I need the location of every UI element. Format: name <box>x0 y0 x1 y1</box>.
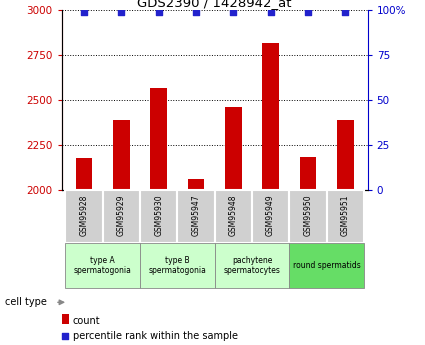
Bar <box>65 190 103 243</box>
Bar <box>140 243 215 288</box>
Text: type A
spermatogonia: type A spermatogonia <box>74 256 132 275</box>
Point <box>118 9 125 15</box>
Point <box>230 9 237 15</box>
Point <box>305 9 312 15</box>
Text: GSM95951: GSM95951 <box>341 195 350 236</box>
Bar <box>140 190 177 243</box>
Text: GSM95930: GSM95930 <box>154 195 163 236</box>
Point <box>62 334 69 339</box>
Bar <box>65 243 140 288</box>
Text: GSM95950: GSM95950 <box>303 195 312 236</box>
Text: percentile rank within the sample: percentile rank within the sample <box>73 332 238 342</box>
Point <box>155 9 162 15</box>
Title: GDS2390 / 1428942_at: GDS2390 / 1428942_at <box>137 0 292 9</box>
Bar <box>150 88 167 190</box>
Bar <box>187 179 204 190</box>
Text: round spermatids: round spermatids <box>293 261 360 270</box>
Bar <box>289 190 326 243</box>
Bar <box>113 120 130 190</box>
Bar <box>289 243 364 288</box>
Bar <box>177 190 215 243</box>
Text: GSM95947: GSM95947 <box>192 195 201 236</box>
Bar <box>262 43 279 190</box>
Text: GSM95929: GSM95929 <box>117 195 126 236</box>
Text: GSM95949: GSM95949 <box>266 195 275 236</box>
Bar <box>76 158 92 190</box>
Point <box>342 9 348 15</box>
Bar <box>300 157 316 190</box>
Text: cell type: cell type <box>5 297 47 307</box>
Text: GSM95948: GSM95948 <box>229 195 238 236</box>
Text: type B
spermatogonia: type B spermatogonia <box>148 256 206 275</box>
Bar <box>215 190 252 243</box>
Point <box>81 9 88 15</box>
Text: GSM95928: GSM95928 <box>79 195 88 236</box>
Point <box>193 9 199 15</box>
Text: count: count <box>73 316 101 326</box>
Bar <box>252 190 289 243</box>
Bar <box>326 190 364 243</box>
Bar <box>337 120 354 190</box>
Text: pachytene
spermatocytes: pachytene spermatocytes <box>224 256 280 275</box>
Point <box>267 9 274 15</box>
Bar <box>62 314 69 324</box>
Bar <box>225 107 242 190</box>
Bar <box>103 190 140 243</box>
Bar <box>215 243 289 288</box>
